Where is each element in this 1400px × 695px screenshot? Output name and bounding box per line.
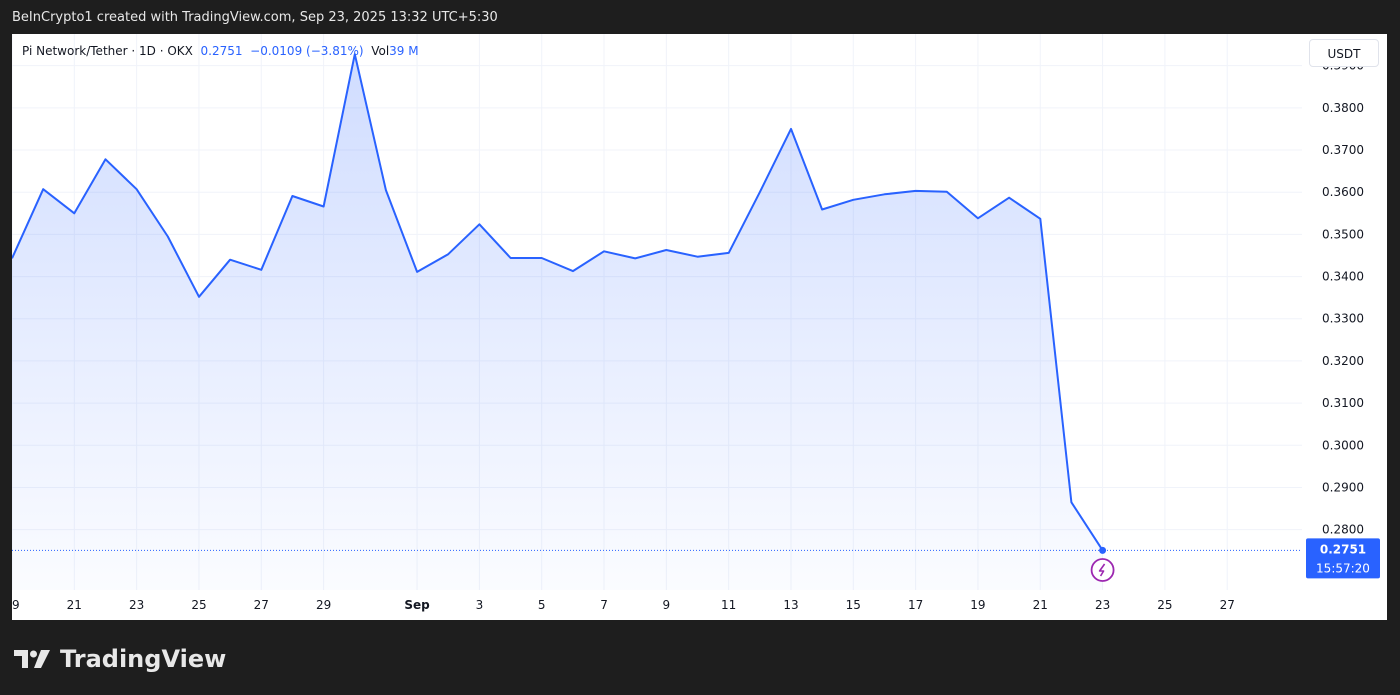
data-point (198, 296, 200, 298)
data-point (697, 256, 699, 258)
x-tick-label: 11 (721, 598, 736, 612)
y-tick-label: 0.3000 (1322, 438, 1364, 452)
data-point (915, 190, 917, 192)
x-tick-label: 19 (970, 598, 985, 612)
data-point (728, 252, 730, 254)
x-tick-label: 25 (191, 598, 206, 612)
data-point (1008, 197, 1010, 199)
x-tick-label: 15 (846, 598, 861, 612)
y-axis-labels: 0.2800 0.2900 0.3000 0.3100 0.3200 0.3300 0.34… (1322, 59, 1364, 537)
attribution-bar: BeInCrypto1 created with TradingView.com… (0, 0, 1400, 34)
data-point (447, 253, 449, 255)
x-tick-label: 23 (1095, 598, 1110, 612)
data-point (572, 270, 574, 272)
x-tick-label: 23 (129, 598, 144, 612)
lightning-icon[interactable] (1090, 558, 1115, 582)
x-tick-label: 17 (908, 598, 923, 612)
legend-price: 0.2751 (200, 44, 243, 58)
last-price-tag-bg (1306, 538, 1380, 579)
x-tick-label: 21 (1033, 598, 1048, 612)
data-point (1039, 218, 1041, 220)
data-point (260, 269, 262, 271)
y-tick-label: 0.3100 (1322, 396, 1364, 410)
x-tick-label: 25 (1157, 598, 1172, 612)
legend-vol-label: Vol (371, 44, 390, 58)
last-price-dot (1099, 546, 1107, 554)
attribution-text: BeInCrypto1 created with TradingView.com… (12, 10, 498, 25)
data-point (510, 257, 512, 259)
data-point (229, 259, 231, 261)
brand: TradingView (14, 644, 226, 674)
data-point (478, 223, 480, 225)
symbol-title: Pi Network/Tether · 1D · OKX (22, 44, 193, 58)
data-point (73, 212, 75, 214)
symbol-legend: Pi Network/Tether · 1D · OKX 0.2751 −0.0… (22, 44, 419, 58)
y-tick-label: 0.2800 (1322, 523, 1364, 537)
y-tick-label: 0.3500 (1322, 227, 1364, 241)
x-tick-label: 3 (476, 598, 484, 612)
data-point (136, 188, 138, 190)
data-point (603, 250, 605, 252)
y-tick-label: 0.3300 (1322, 312, 1364, 326)
y-tick-label: 0.3400 (1322, 270, 1364, 284)
x-tick-label: 21 (67, 598, 82, 612)
data-point (759, 191, 761, 193)
data-point (790, 128, 792, 130)
currency-button[interactable]: USDT (1309, 39, 1379, 67)
y-tick-label: 0.3800 (1322, 101, 1364, 115)
data-point (1070, 501, 1072, 503)
data-point (323, 206, 325, 208)
data-point (852, 199, 854, 201)
tradingview-logo-icon (14, 650, 50, 668)
y-tick-label: 0.3600 (1322, 185, 1364, 199)
x-tick-label: 27 (254, 598, 269, 612)
x-tick-label: 5 (538, 598, 546, 612)
x-tick-label: 19 (12, 598, 20, 612)
last-price-tag: 0.2751 15:57:20 (1306, 538, 1380, 579)
x-tick-label: 29 (316, 598, 331, 612)
legend-change: −0.0109 (−3.81%) (250, 44, 364, 58)
data-point (946, 191, 948, 193)
data-point (416, 271, 418, 273)
y-tick-label: 0.3700 (1322, 143, 1364, 157)
data-point (883, 193, 885, 195)
data-point (42, 188, 44, 190)
x-tick-label: 27 (1220, 598, 1235, 612)
data-point (634, 257, 636, 259)
x-axis-labels: 19 21 23 25 27 29 Sep 3 5 7 9 11 13 15 17 19 21 23 25 27 (12, 598, 1235, 612)
y-tick-label: 0.3200 (1322, 354, 1364, 368)
price-line (12, 53, 1104, 551)
price-area-fill (12, 54, 1103, 590)
brand-name: TradingView (60, 645, 227, 673)
data-point (291, 195, 293, 197)
data-point (665, 249, 667, 251)
y-tick-label: 0.2900 (1322, 480, 1364, 494)
legend-vol-value: 39 M (389, 44, 419, 58)
data-point (821, 208, 823, 210)
last-price-tag-price: 0.2751 (1320, 542, 1366, 556)
x-tick-label: 9 (663, 598, 671, 612)
data-point (167, 235, 169, 237)
last-price-tag-countdown: 15:57:20 (1316, 561, 1370, 575)
price-chart[interactable]: 0.2800 0.2900 0.3000 0.3100 0.3200 0.3300 0.34… (12, 34, 1387, 620)
data-point (977, 217, 979, 219)
data-point (104, 158, 106, 160)
data-point (541, 257, 543, 259)
x-tick-label: 7 (600, 598, 608, 612)
x-tick-label: 13 (783, 598, 798, 612)
chart-frame[interactable]: 0.2800 0.2900 0.3000 0.3100 0.3200 0.3300 0.34… (12, 34, 1387, 620)
data-point (385, 189, 387, 191)
x-tick-label: Sep (404, 598, 430, 612)
